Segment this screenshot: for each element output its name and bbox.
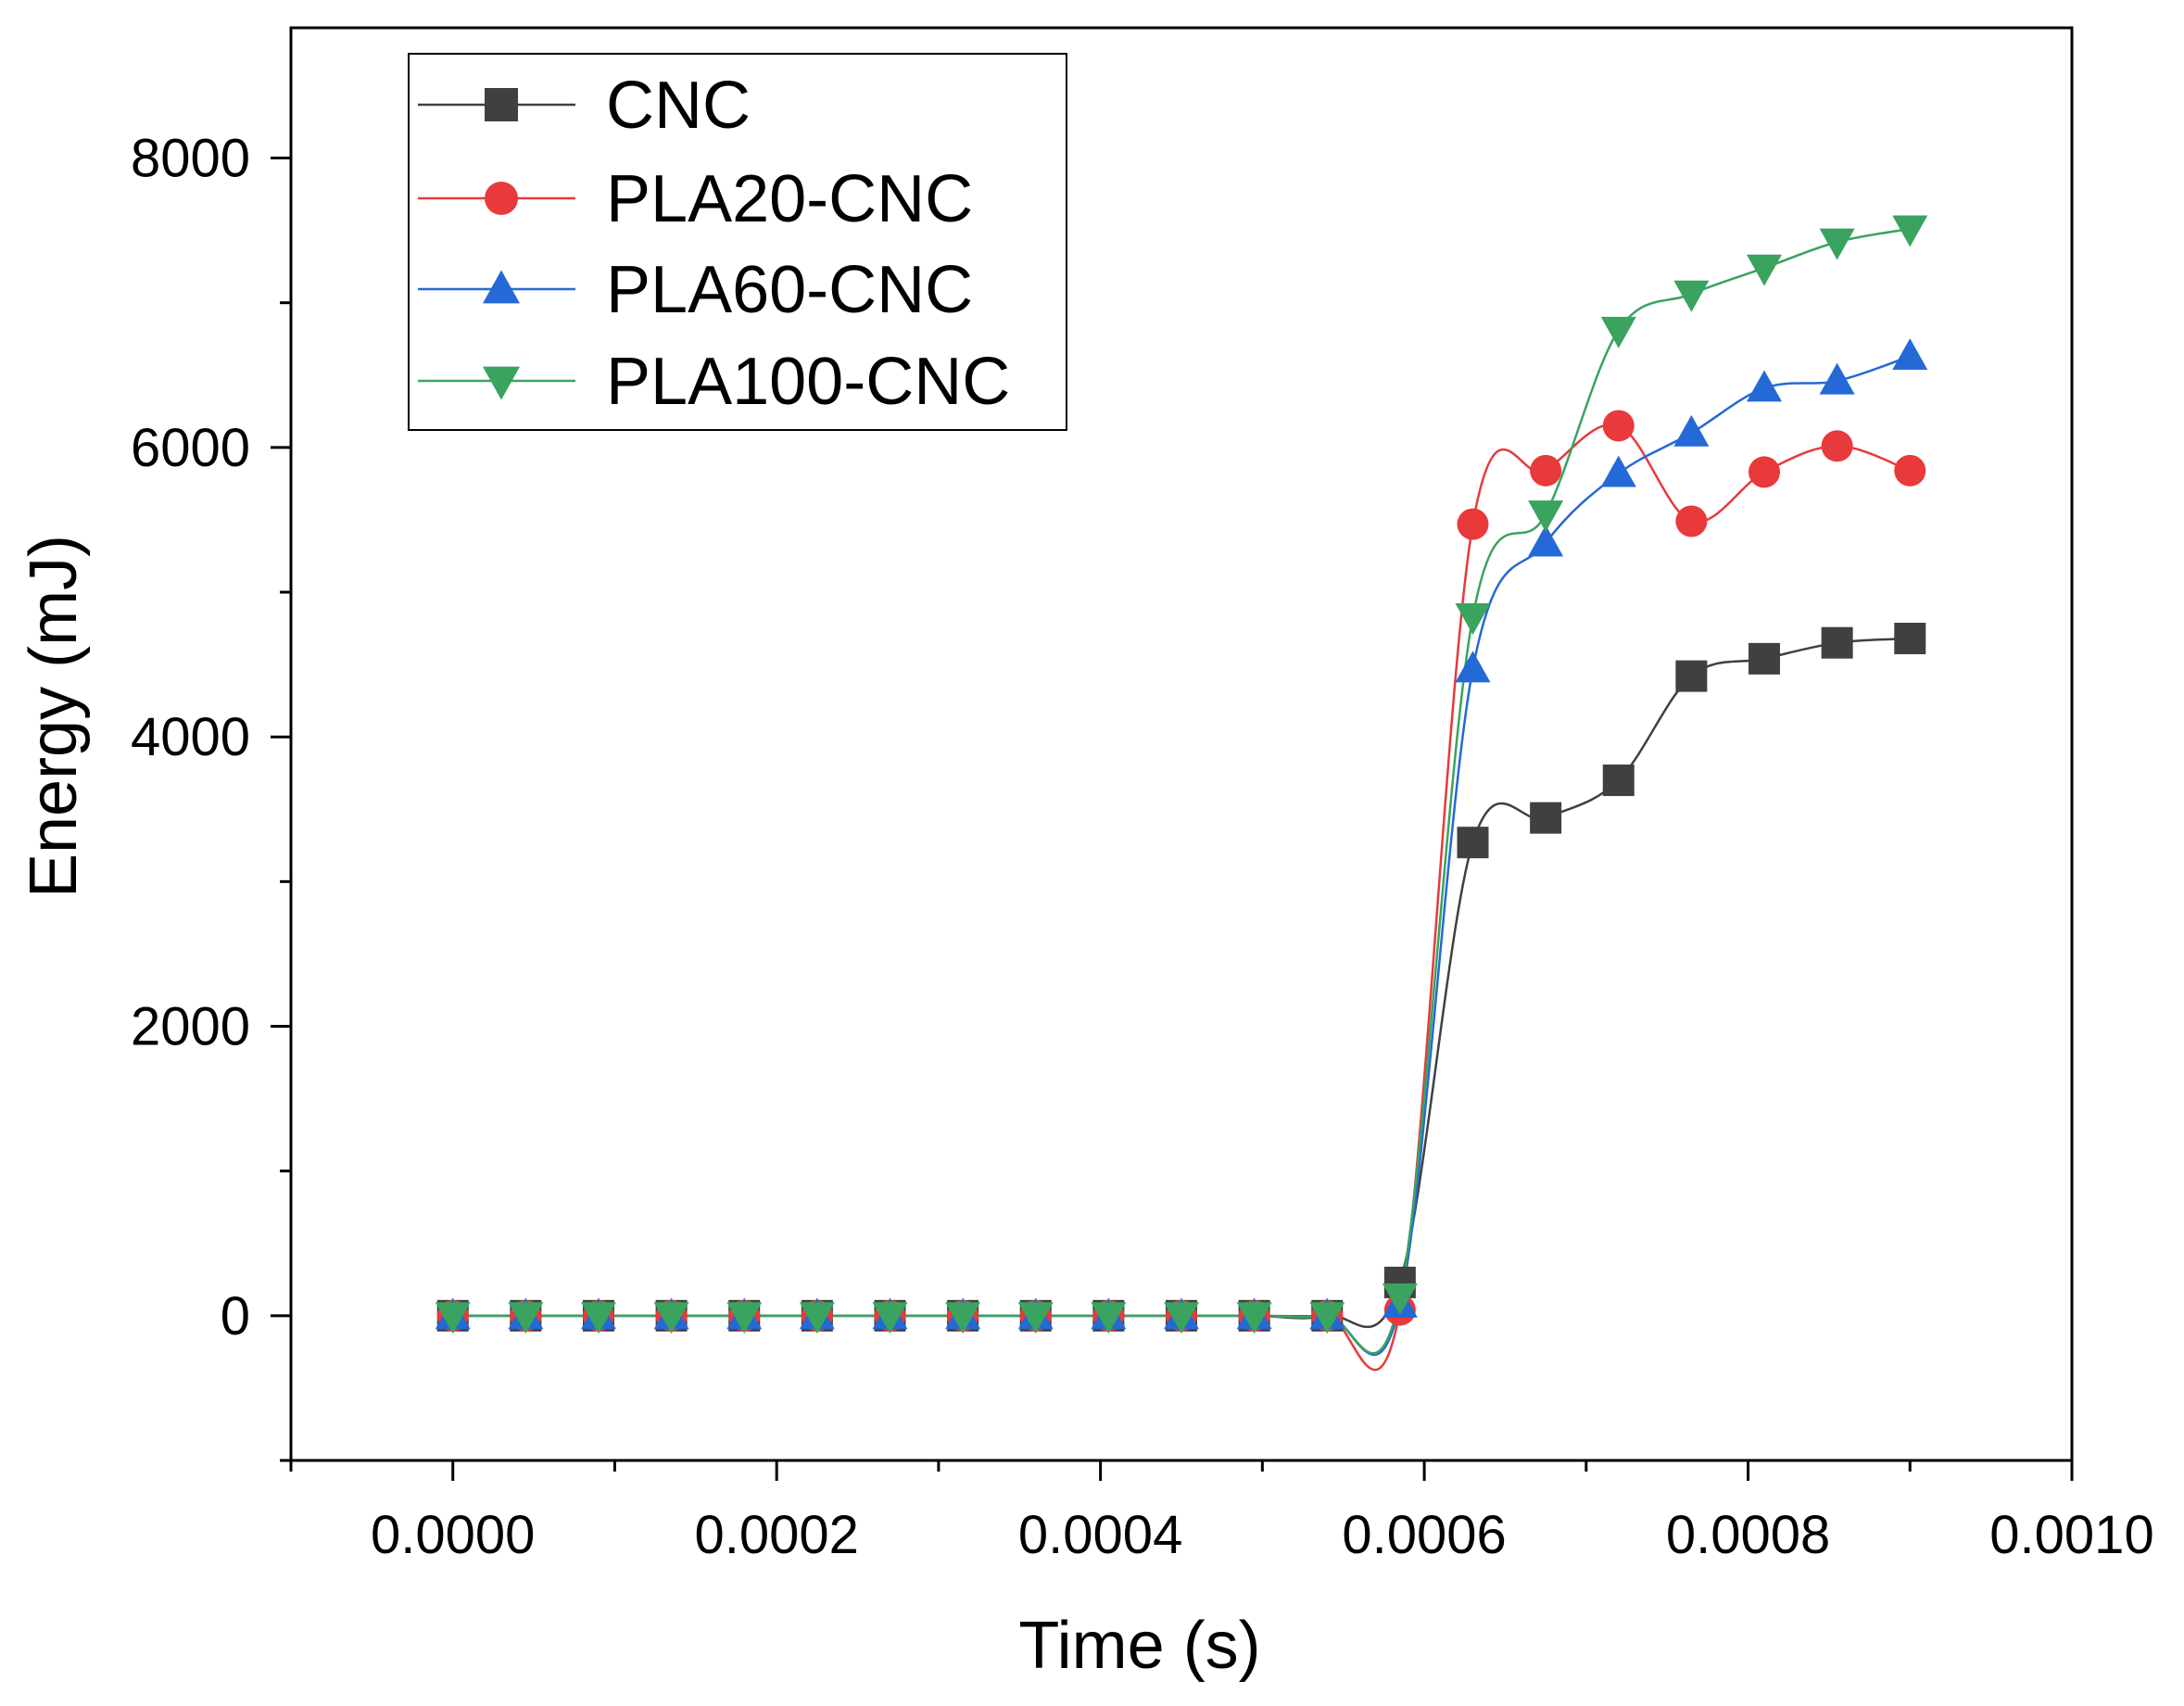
legend-label-0: CNC [606, 69, 751, 143]
data-point-s1-p20 [1894, 454, 1926, 487]
legend-marker-3 [483, 366, 520, 400]
data-point-s1-p16 [1602, 410, 1635, 442]
legend-label-3: PLA100-CNC [606, 345, 1010, 419]
data-point-s1-p18 [1748, 456, 1781, 488]
y-tick-label-1: 2000 [131, 997, 250, 1057]
data-point-s3-p12 [1309, 1302, 1345, 1334]
x-tick-label-0: 0.0000 [371, 1505, 535, 1565]
data-point-s3-p2 [580, 1302, 616, 1334]
data-point-s3-p19 [1819, 228, 1855, 260]
data-point-s3-p7 [945, 1302, 981, 1334]
data-point-s3-p0 [435, 1302, 471, 1334]
data-point-s1-p19 [1821, 430, 1853, 462]
y-tick-label-4: 8000 [131, 129, 250, 189]
y-tick-label-2: 4000 [131, 707, 250, 767]
data-point-s0-p16 [1602, 765, 1635, 797]
data-point-s2-p16 [1600, 455, 1636, 487]
data-point-s3-p15 [1528, 500, 1564, 533]
data-point-s2-p14 [1455, 651, 1491, 683]
legend-marker-1 [485, 182, 518, 215]
data-point-s0-p15 [1530, 802, 1562, 834]
data-point-s0-p14 [1457, 827, 1489, 859]
x-tick-label-2: 0.0004 [1018, 1505, 1182, 1565]
x-tick-label-1: 0.0002 [694, 1505, 858, 1565]
data-point-s0-p18 [1748, 642, 1781, 675]
data-point-s3-p10 [1164, 1302, 1199, 1334]
data-point-s0-p17 [1675, 660, 1708, 692]
series-line-1 [452, 423, 1911, 1371]
series-layer [435, 215, 1928, 1371]
y-tick-label-0: 0 [221, 1286, 250, 1346]
data-point-s3-p8 [1017, 1302, 1054, 1334]
data-point-s3-p11 [1236, 1302, 1272, 1334]
data-point-s3-p13 [1382, 1283, 1418, 1315]
data-point-s1-p17 [1675, 505, 1708, 537]
data-point-s2-p19 [1819, 362, 1855, 395]
data-point-s2-p17 [1673, 414, 1710, 447]
plot-area-border [289, 26, 2074, 1462]
legend-label-2: PLA60-CNC [606, 253, 973, 327]
data-point-s0-p19 [1821, 626, 1853, 659]
data-point-s1-p14 [1457, 508, 1489, 540]
legend: CNC PLA20-CNC PLA60-CNC PLA100-CNC [408, 53, 1067, 431]
data-point-s3-p5 [799, 1302, 835, 1334]
data-point-s2-p15 [1528, 524, 1564, 557]
data-point-s2-p18 [1747, 370, 1783, 402]
series-line-0 [452, 637, 1911, 1329]
legend-label-1: PLA20-CNC [606, 162, 973, 236]
data-point-s3-p9 [1091, 1302, 1127, 1334]
data-point-s3-p16 [1600, 316, 1636, 348]
y-axis-title: Energy (mJ) [17, 535, 91, 898]
y-tick-label-3: 6000 [131, 418, 250, 478]
data-point-s3-p14 [1455, 603, 1491, 635]
x-tick-label-5: 0.0010 [1989, 1505, 2153, 1565]
x-tick-label-4: 0.0008 [1666, 1505, 1830, 1565]
data-point-s3-p1 [508, 1302, 544, 1334]
x-tick-label-3: 0.0006 [1342, 1505, 1506, 1565]
data-point-s1-p15 [1530, 454, 1562, 487]
data-point-s3-p18 [1747, 254, 1783, 286]
data-point-s3-p3 [653, 1302, 689, 1334]
data-point-s3-p4 [726, 1302, 763, 1334]
x-axis-title: Time (s) [1018, 1609, 1260, 1683]
plot-frame [289, 26, 2074, 1462]
axes-layer: 0.0000 0.0002 0.0004 0.0006 0.0008 0.0010 0 200… [17, 129, 2154, 1683]
data-point-s3-p17 [1673, 280, 1710, 312]
data-point-s3-p6 [872, 1302, 908, 1334]
legend-marker-0 [485, 88, 518, 121]
legend-marker-2 [483, 270, 520, 304]
data-point-s0-p20 [1894, 623, 1926, 655]
data-point-s3-p20 [1892, 215, 1928, 247]
data-point-s2-p20 [1892, 338, 1928, 371]
